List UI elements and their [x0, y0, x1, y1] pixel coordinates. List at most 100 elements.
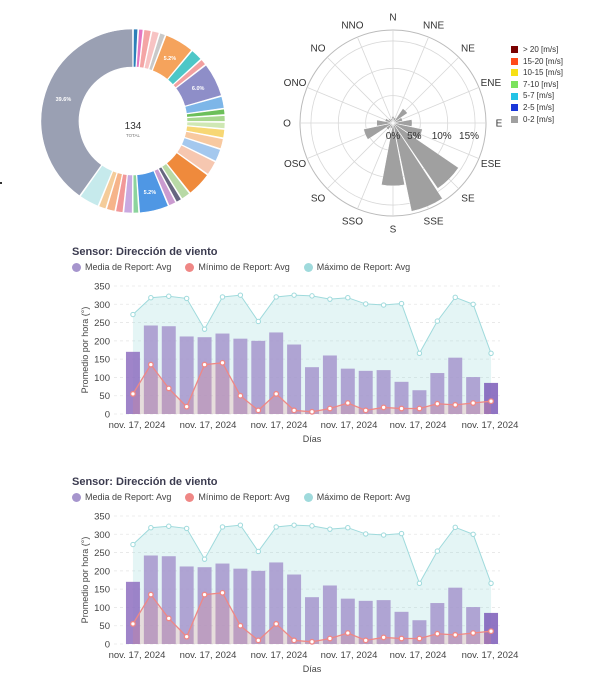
mean-bar[interactable] — [179, 336, 194, 414]
legend-min[interactable]: Mínimo de Report: Avg — [185, 262, 290, 272]
max-point[interactable] — [219, 524, 226, 530]
max-point[interactable] — [201, 556, 208, 562]
mean-bar[interactable] — [233, 568, 248, 644]
mean-bar[interactable] — [233, 338, 248, 414]
mean-bar[interactable] — [466, 607, 481, 644]
min-point[interactable] — [326, 405, 333, 412]
windrose-legend-item[interactable]: 15-20 [m/s] — [511, 56, 563, 68]
min-point[interactable] — [470, 630, 477, 636]
donut-slice[interactable] — [186, 108, 226, 118]
mean-bar[interactable] — [376, 600, 391, 644]
mean-bar[interactable] — [394, 611, 409, 644]
mean-bar[interactable] — [305, 597, 319, 644]
min-point[interactable] — [201, 361, 208, 368]
min-point[interactable] — [130, 620, 136, 627]
min-point[interactable] — [344, 630, 351, 636]
mean-bar[interactable] — [143, 555, 158, 644]
max-point[interactable] — [166, 523, 172, 529]
min-point[interactable] — [309, 638, 315, 645]
donut-slice[interactable] — [184, 131, 224, 150]
min-point[interactable] — [362, 407, 369, 414]
donut-slice[interactable] — [172, 59, 206, 89]
mean-bar[interactable] — [197, 337, 212, 414]
max-point[interactable] — [309, 293, 315, 299]
max-point[interactable] — [255, 318, 261, 325]
max-point[interactable] — [470, 301, 476, 307]
windrose-bar[interactable] — [392, 122, 423, 140]
windrose-bar[interactable] — [363, 122, 394, 140]
max-point[interactable] — [273, 524, 279, 530]
windrose-bar[interactable] — [381, 122, 405, 187]
donut-slice[interactable] — [132, 174, 139, 214]
max-point[interactable] — [183, 295, 190, 302]
donut-slice[interactable] — [185, 125, 225, 139]
min-point[interactable] — [380, 404, 387, 411]
mean-bar[interactable] — [215, 333, 230, 414]
legend-mean[interactable]: Media de Report: Avg — [72, 492, 171, 502]
max-point[interactable] — [380, 302, 387, 308]
mean-bar[interactable] — [125, 581, 140, 644]
max-point[interactable] — [291, 522, 297, 528]
max-point[interactable] — [183, 525, 190, 532]
min-point[interactable] — [147, 591, 154, 598]
donut-slice[interactable] — [115, 173, 128, 213]
min-point[interactable] — [326, 635, 333, 642]
mean-bar[interactable] — [287, 344, 302, 414]
max-point[interactable] — [291, 292, 297, 298]
donut-slice[interactable] — [139, 29, 152, 69]
max-point[interactable] — [363, 301, 369, 307]
min-point[interactable] — [434, 630, 441, 637]
mean-bar[interactable] — [340, 598, 355, 644]
min-point[interactable] — [452, 401, 459, 408]
donut-slice[interactable] — [133, 28, 139, 68]
windrose-bar[interactable] — [390, 118, 394, 124]
min-point[interactable] — [470, 400, 477, 406]
min-point[interactable] — [344, 400, 351, 406]
min-point[interactable] — [380, 634, 387, 641]
min-point[interactable] — [273, 390, 280, 397]
min-point[interactable] — [147, 361, 154, 368]
max-point[interactable] — [380, 532, 387, 538]
donut-slice[interactable] — [123, 174, 133, 214]
donut-slice[interactable] — [152, 34, 192, 80]
max-point[interactable] — [148, 295, 154, 301]
mean-bar[interactable] — [376, 370, 391, 414]
windrose-legend-item[interactable]: 10-15 [m/s] — [511, 67, 563, 79]
min-point[interactable] — [165, 385, 172, 392]
donut-slice[interactable] — [158, 166, 182, 203]
min-point[interactable] — [398, 635, 405, 642]
min-point[interactable] — [130, 390, 136, 397]
donut-slice[interactable] — [148, 32, 166, 71]
mean-bar[interactable] — [215, 563, 230, 644]
min-point[interactable] — [201, 591, 208, 598]
windrose-legend-item[interactable]: > 20 [m/s] — [511, 44, 563, 56]
min-point[interactable] — [434, 400, 441, 407]
max-point[interactable] — [219, 294, 226, 300]
donut-slice[interactable] — [167, 50, 202, 85]
max-point[interactable] — [470, 531, 476, 537]
legend-min[interactable]: Mínimo de Report: Avg — [185, 492, 290, 502]
max-point[interactable] — [452, 294, 458, 301]
legend-mean[interactable]: Media de Report: Avg — [72, 262, 171, 272]
max-point[interactable] — [345, 525, 351, 531]
min-point[interactable] — [291, 407, 298, 414]
donut-slice[interactable] — [166, 152, 208, 194]
max-point[interactable] — [130, 541, 136, 548]
mean-bar[interactable] — [305, 367, 319, 414]
windrose-legend-item[interactable]: 7-10 [m/s] — [511, 79, 563, 91]
donut-slice[interactable] — [175, 64, 222, 107]
donut-slice[interactable] — [153, 168, 177, 206]
mean-bar[interactable] — [269, 332, 284, 414]
min-point[interactable] — [183, 633, 190, 640]
max-point[interactable] — [237, 292, 244, 298]
mean-bar[interactable] — [197, 567, 212, 644]
mean-bar[interactable] — [251, 570, 266, 644]
legend-max[interactable]: Máximo de Report: Avg — [303, 262, 410, 272]
max-point[interactable] — [363, 531, 369, 537]
windrose-bar[interactable] — [376, 119, 394, 127]
mean-bar[interactable] — [125, 351, 140, 414]
min-point[interactable] — [416, 635, 423, 642]
max-point[interactable] — [416, 580, 423, 586]
mean-bar[interactable] — [448, 357, 463, 414]
legend-max[interactable]: Máximo de Report: Avg — [303, 492, 410, 502]
